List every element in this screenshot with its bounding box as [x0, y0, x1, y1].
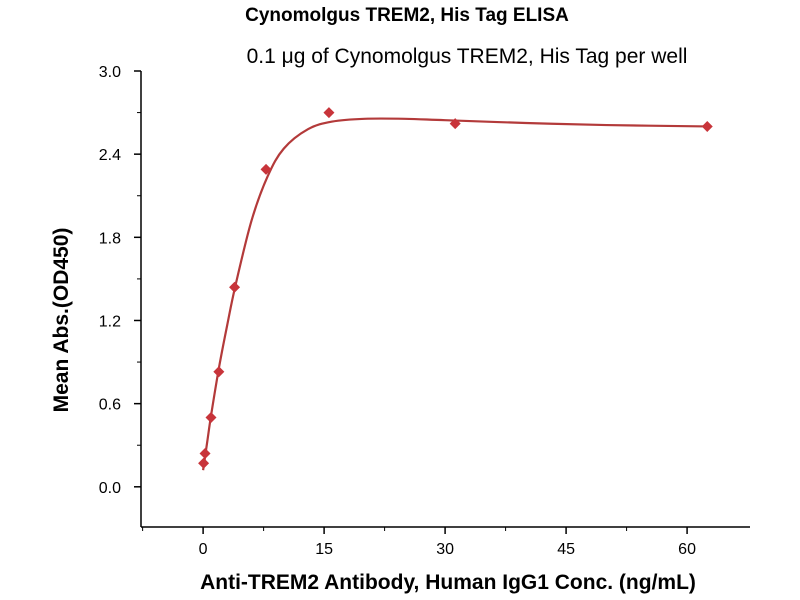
x-tick-label: 30 [436, 541, 454, 558]
y-tick-label: 0.0 [99, 480, 121, 497]
chart-title: Cynomolgus TREM2, His Tag ELISA [245, 5, 569, 26]
chart-subtitle: 0.1 μg of Cynomolgus TREM2, His Tag per … [247, 45, 688, 68]
data-point [449, 118, 461, 130]
data-point [260, 163, 272, 175]
data-points [198, 107, 713, 469]
x-tick-label: 60 [678, 541, 696, 558]
tick-labels: 0.0 0.6 1.2 1.8 2.4 3.0 0 15 30 45 60 [99, 64, 696, 558]
data-point [199, 448, 211, 460]
y-tick-label: 1.8 [99, 230, 121, 247]
data-point [229, 281, 241, 293]
data-point [213, 366, 225, 378]
x-tick-label: 15 [315, 541, 333, 558]
x-axis-label: Anti-TREM2 Antibody, Human IgG1 Conc. (n… [200, 571, 696, 594]
y-axis-label: Mean Abs.(OD450) [50, 228, 73, 413]
x-tick-label: 45 [557, 541, 575, 558]
y-tick-label: 1.2 [99, 313, 121, 330]
axes [134, 70, 750, 534]
data-point [198, 457, 210, 469]
data-point [205, 412, 217, 424]
data-point [701, 120, 713, 132]
data-point [323, 107, 335, 119]
x-tick-label: 0 [199, 541, 208, 558]
y-tick-label: 0.6 [99, 397, 121, 414]
fit-curve [202, 117, 708, 471]
y-tick-label: 2.4 [99, 147, 121, 164]
y-tick-label: 3.0 [99, 64, 121, 81]
